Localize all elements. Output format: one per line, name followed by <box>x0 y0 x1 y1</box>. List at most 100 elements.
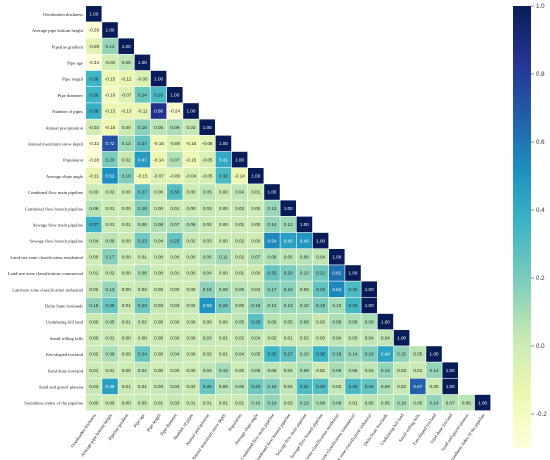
row-label: Pipeline gradient <box>52 44 84 49</box>
heatmap-cell <box>231 249 248 265</box>
cell-value-label: 0.00 <box>154 287 163 292</box>
cell-value-label: 0.12 <box>268 303 277 308</box>
cell-value-label: 0.01 <box>138 255 147 260</box>
cell-value-label: 0.00 <box>251 206 260 211</box>
cell-value-label: 0.07 <box>446 400 455 405</box>
heatmap-cell <box>134 249 151 265</box>
heatmap-cell <box>280 232 296 249</box>
row-label: Average slope angle <box>46 174 83 179</box>
cell-value-label: 0.27 <box>138 190 147 195</box>
cell-value-label: 0.62 <box>332 271 341 276</box>
cell-value-label: 0.27 <box>138 141 147 146</box>
cell-value-label: 0.06 <box>187 222 196 227</box>
heatmap-cell <box>442 394 458 411</box>
row-label: Population <box>63 158 84 163</box>
cell-value-label: 0.09 <box>332 400 341 405</box>
heatmap-cell <box>102 362 118 378</box>
heatmap-cell <box>248 232 264 249</box>
cell-value-label: -0.07 <box>121 93 132 98</box>
cell-value-label: -0.11 <box>137 109 148 114</box>
heatmap-cell <box>118 394 134 411</box>
cell-value-label: 0.01 <box>138 384 147 389</box>
heatmap-cell <box>86 281 102 297</box>
heatmap-cell <box>199 232 215 249</box>
heatmap-cell <box>134 200 151 216</box>
cell-value-label: 0.05 <box>413 400 422 405</box>
heatmap-cell <box>329 249 345 265</box>
cell-value-label: -0.15 <box>186 157 197 162</box>
heatmap-cell <box>264 249 280 265</box>
cell-value-label: 0.54 <box>332 287 341 292</box>
heatmap-cell <box>215 135 232 152</box>
heatmap-cell <box>248 168 264 184</box>
heatmap-cell <box>134 87 151 103</box>
heatmap-cell <box>312 362 329 378</box>
cell-value-label: 0.07 <box>251 255 260 260</box>
cell-value-label: 0.00 <box>187 287 196 292</box>
heatmap-cell <box>248 297 264 314</box>
heatmap-cell <box>410 346 426 362</box>
cell-value-label: 0.01 <box>203 400 212 405</box>
cell-value-label: 0.02 <box>187 384 196 389</box>
heatmap-cell <box>150 151 167 168</box>
cell-value-label: 0.04 <box>235 190 244 195</box>
cell-value-label: 0.05 <box>462 400 471 405</box>
cell-value-label: 0.00 <box>170 368 179 373</box>
cell-value-label: 0.10 <box>332 303 341 308</box>
cell-value-label: 0.01 <box>170 206 179 211</box>
heatmap-cell <box>102 119 118 135</box>
heatmap-cell <box>199 249 215 265</box>
cell-value-label: 0.04 <box>332 336 341 341</box>
heatmap-cell <box>118 184 134 200</box>
heatmap-cell <box>345 394 361 411</box>
cell-value-label: 1.00 <box>251 174 260 179</box>
heatmap-cell <box>134 281 151 297</box>
cell-value-label: 1.00 <box>154 76 163 81</box>
heatmap-cell <box>150 232 167 249</box>
heatmap-cell <box>183 200 199 216</box>
cell-value-label: 0.09 <box>381 384 390 389</box>
heatmap-cell <box>377 362 394 378</box>
cell-value-label: 0.02 <box>235 336 244 341</box>
heatmap-cell <box>442 378 458 395</box>
row-label: Soundness index of the pipeline <box>24 401 83 406</box>
heatmap-cell <box>393 330 410 346</box>
cell-value-label: 0.00 <box>122 287 131 292</box>
cell-value-label: 0.17 <box>268 287 277 292</box>
heatmap-cell <box>134 70 151 87</box>
heatmap-cell <box>248 200 264 216</box>
row-label: Sand dune lowland <box>48 368 84 373</box>
cell-value-label: 0.00 <box>219 206 228 211</box>
colorbar-tick-label: 0.6 <box>536 139 545 146</box>
heatmap-cell <box>102 346 118 362</box>
heatmap-cell <box>102 281 118 297</box>
cell-value-label: 0.00 <box>154 206 163 211</box>
cell-value-label: 0.00 <box>122 271 131 276</box>
heatmap-cell <box>167 378 183 395</box>
cell-value-label: 0.00 <box>122 352 131 357</box>
heatmap-cell <box>312 232 329 249</box>
cell-value-label: 0.00 <box>122 190 131 195</box>
heatmap-cell <box>199 151 215 168</box>
heatmap-cell <box>150 297 167 314</box>
heatmap-cell <box>280 378 296 395</box>
heatmap-cell <box>118 87 134 103</box>
cell-value-label: 0.02 <box>235 255 244 260</box>
heatmap-cell <box>312 378 329 395</box>
cell-value-label: 0.02 <box>138 319 147 324</box>
cell-value-label: 0.33 <box>154 93 163 98</box>
cell-value-label: -0.05 <box>202 174 213 179</box>
row-label: Fan-shaped lowland <box>46 352 84 357</box>
heatmap-cell <box>264 362 280 378</box>
cell-value-label: 0.06 <box>106 238 115 243</box>
cell-value-label: 0.18 <box>268 384 277 389</box>
heatmap-cell <box>118 346 134 362</box>
heatmap-cell <box>231 330 248 346</box>
cell-value-label: -0.34 <box>89 60 100 65</box>
heatmap-cell <box>167 313 183 330</box>
row-label: Land-use zone classification residential <box>10 255 83 260</box>
cell-value-label: 0.06 <box>203 255 212 260</box>
heatmap-cell <box>150 135 167 152</box>
heatmap-cell <box>150 184 167 200</box>
cell-value-label: 0.00 <box>89 255 98 260</box>
